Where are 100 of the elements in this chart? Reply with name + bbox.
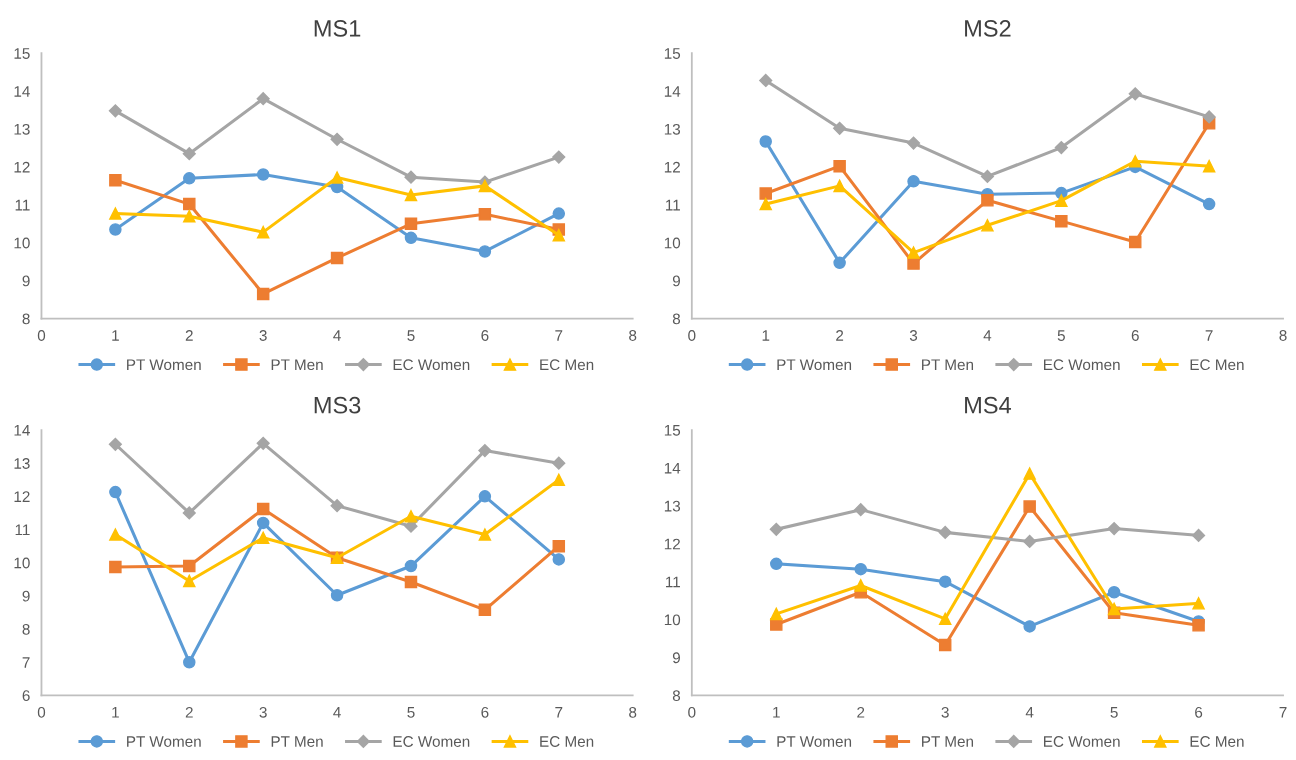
legend-label: EC Men (1190, 736, 1244, 747)
point (330, 251, 344, 265)
point (552, 207, 566, 220)
point (109, 560, 122, 574)
point (981, 194, 994, 207)
y-tick-label: 15 (664, 48, 681, 59)
point (770, 557, 783, 571)
y-tick-label: 13 (14, 123, 30, 135)
y-tick-label: 12 (14, 161, 30, 173)
point (256, 92, 270, 106)
y-tick-label: 11 (666, 199, 680, 211)
y-tick-label: 10 (664, 614, 681, 626)
point (330, 588, 344, 602)
x-tick-label: 6 (481, 330, 489, 341)
point (256, 516, 270, 530)
point (1128, 154, 1142, 168)
x-tick-label: 8 (629, 706, 637, 718)
legend-label: PT Men (271, 359, 323, 371)
point (330, 499, 344, 513)
x-tick-label: 3 (941, 706, 949, 718)
point (833, 121, 847, 135)
y-tick-label: 14 (14, 425, 30, 436)
point (854, 503, 868, 517)
x-tick-label: 6 (1131, 330, 1139, 341)
y-tick-label: 12 (664, 538, 680, 550)
x-tick-label: 7 (555, 707, 563, 718)
point (759, 197, 772, 211)
y-tick-label: 11 (15, 199, 30, 211)
x-tick-label: 5 (1110, 707, 1118, 718)
point (1023, 620, 1036, 633)
point (478, 245, 492, 258)
point (1023, 500, 1036, 513)
y-tick-label: 14 (664, 86, 681, 97)
legend-label: PT Men (922, 359, 974, 371)
y-tick-label: 10 (14, 237, 30, 249)
y-tick-label: 14 (664, 462, 681, 474)
x-tick-label: 5 (407, 707, 415, 718)
point (183, 209, 196, 223)
x-tick-label: 4 (333, 330, 341, 341)
point (330, 171, 344, 184)
point (854, 562, 867, 576)
y-tick-label: 8 (672, 313, 681, 325)
y-tick-label: 10 (14, 557, 30, 569)
point (1202, 197, 1216, 211)
y-tick-label: 15 (664, 425, 681, 436)
x-tick-label: 1 (773, 707, 780, 718)
legend-label: PT Women (127, 359, 201, 371)
point (256, 225, 270, 239)
point (183, 172, 196, 185)
x-tick-label: 2 (857, 706, 865, 718)
point (1055, 194, 1068, 207)
point (478, 444, 492, 458)
point (256, 502, 270, 516)
point (330, 132, 344, 146)
point (404, 231, 418, 245)
point (478, 528, 492, 541)
x-tick-label: 3 (259, 330, 267, 341)
point (182, 147, 196, 161)
x-tick-label: 2 (185, 330, 193, 341)
point (1192, 597, 1205, 610)
x-tick-label: 0 (688, 706, 696, 718)
point (907, 246, 920, 259)
point (183, 655, 196, 669)
y-tick-label: 7 (22, 657, 30, 668)
point (938, 575, 952, 588)
point (109, 528, 122, 541)
chart-title: MS2 (965, 20, 1011, 37)
point (183, 574, 196, 588)
x-tick-label: 2 (185, 706, 193, 718)
y-tick-label: 13 (664, 500, 681, 512)
x-tick-label: 4 (1025, 707, 1034, 718)
point (938, 612, 952, 626)
y-tick-label: 11 (15, 524, 30, 536)
legend-label: EC Men (540, 736, 594, 747)
point (256, 287, 270, 301)
y-tick-label: 8 (672, 690, 681, 702)
point (552, 456, 566, 470)
legend-label: PT Women (777, 736, 852, 747)
legend-label: EC Women (393, 359, 470, 371)
point (404, 510, 418, 523)
point (1107, 602, 1121, 616)
y-tick-label: 13 (664, 123, 681, 135)
point (833, 179, 846, 193)
point (552, 150, 566, 164)
legend-label: PT Women (777, 359, 852, 371)
point (769, 522, 783, 536)
x-tick-label: 7 (1279, 707, 1287, 718)
point (759, 187, 772, 200)
legend-label: PT Men (271, 736, 323, 747)
x-tick-label: 4 (333, 707, 341, 718)
point (770, 607, 783, 621)
point (1023, 467, 1036, 480)
y-tick-label: 12 (14, 491, 30, 502)
point (1128, 87, 1142, 101)
point (833, 159, 846, 173)
x-tick-label: 6 (481, 706, 489, 718)
point (770, 618, 783, 631)
legend-label: PT Women (127, 736, 201, 747)
y-tick-label: 8 (22, 313, 30, 325)
chart-title: MS3 (314, 396, 361, 414)
